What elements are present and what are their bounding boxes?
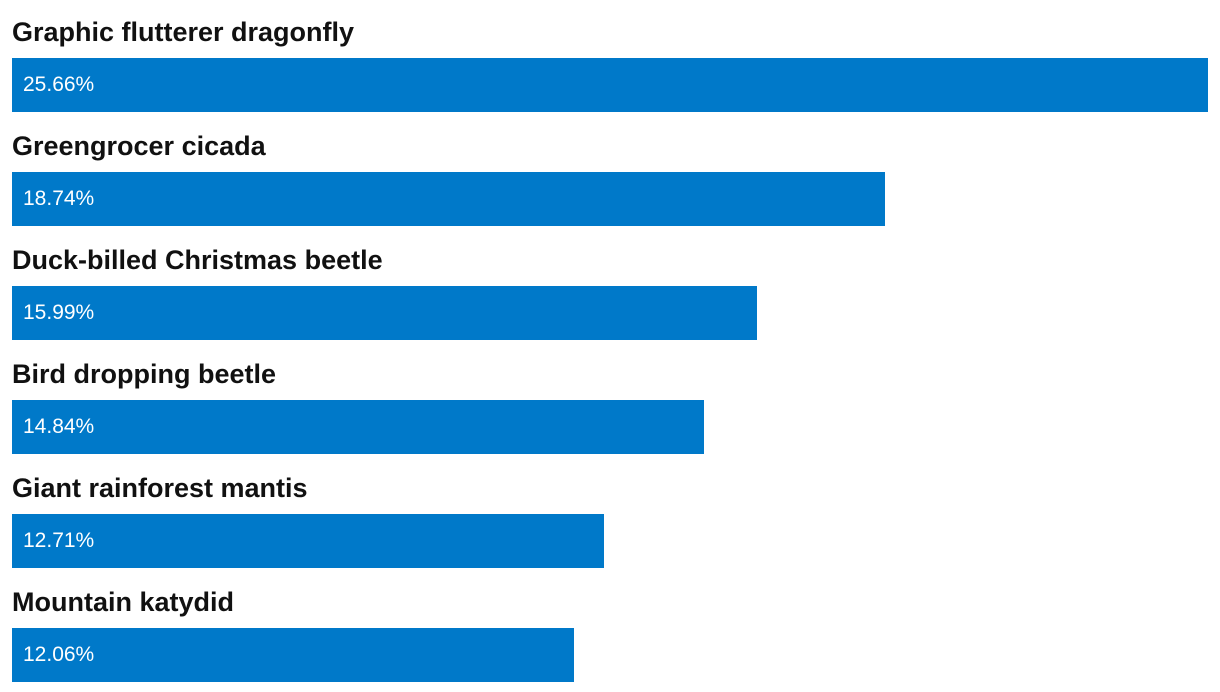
category-label: Duck-billed Christmas beetle (12, 245, 383, 275)
chart-row: Greengrocer cicada 18.74% (12, 114, 1208, 228)
value-label: 15.99% (23, 301, 95, 324)
chart-row: Duck-billed Christmas beetle 15.99% (12, 228, 1208, 342)
value-label: 12.06% (23, 643, 95, 666)
value-label: 14.84% (23, 415, 95, 438)
chart-row: Giant rainforest mantis 12.71% (12, 456, 1208, 570)
bar-chart: Graphic flutterer dragonfly 25.66% Greengr… (12, 0, 1208, 692)
bar: 12.06% (12, 628, 574, 682)
chart-row: Graphic flutterer dragonfly 25.66% (12, 0, 1208, 114)
category-label: Mountain katydid (12, 587, 234, 617)
value-label: 25.66% (23, 73, 95, 96)
bar: 12.71% (12, 514, 604, 568)
bar: 15.99% (12, 286, 757, 340)
chart-row: Bird dropping beetle 14.84% (12, 342, 1208, 456)
value-label: 18.74% (23, 187, 95, 210)
category-label: Giant rainforest mantis (12, 473, 308, 503)
category-label: Graphic flutterer dragonfly (12, 17, 355, 47)
chart-row: Mountain katydid 12.06% (12, 570, 1208, 684)
bar: 25.66% (12, 58, 1208, 112)
category-label: Greengrocer cicada (12, 131, 266, 161)
bar: 14.84% (12, 400, 704, 454)
value-label: 12.71% (23, 529, 95, 552)
category-label: Bird dropping beetle (12, 359, 277, 389)
bar: 18.74% (12, 172, 885, 226)
